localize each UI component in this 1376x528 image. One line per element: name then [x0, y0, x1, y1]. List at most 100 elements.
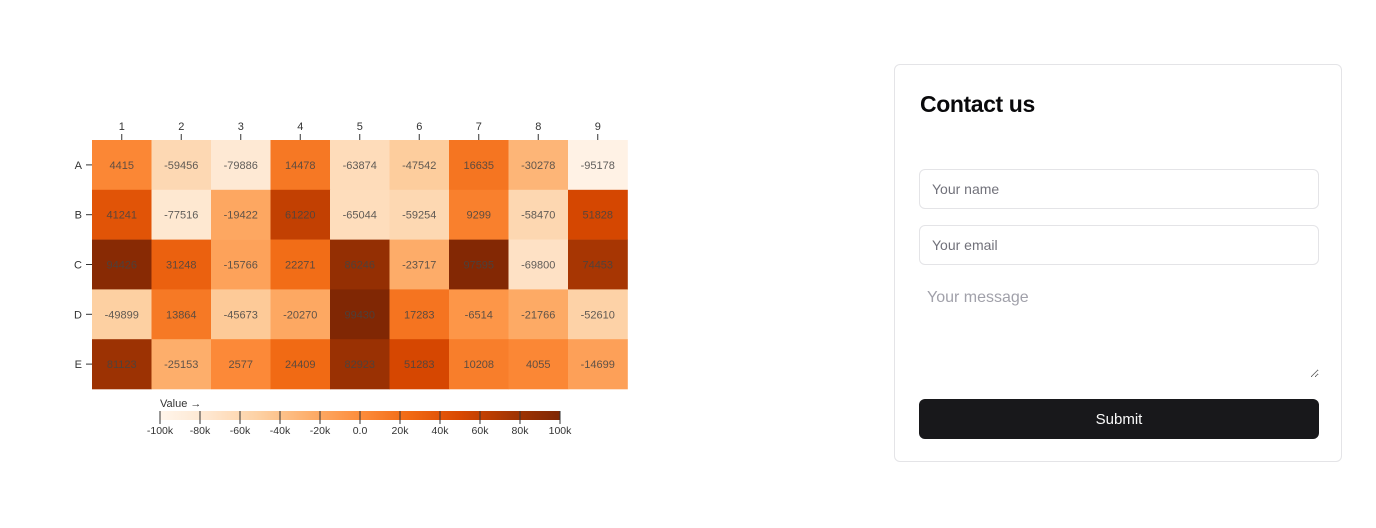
heatmap-chart: 4415 -59456 -79886 14478 -63874 -47542 16635 -3…	[74, 121, 628, 437]
heatmap-cell	[568, 339, 628, 390]
heatmap-cell	[330, 140, 390, 191]
cell-label: 4055	[526, 359, 550, 371]
heatmap-cell	[92, 189, 152, 240]
y-tick-label: E	[75, 359, 82, 371]
submit-button[interactable]: Submit	[919, 399, 1319, 439]
cell-label: -59254	[402, 210, 436, 222]
x-tick-label: 9	[595, 121, 601, 133]
cell-label: 13864	[166, 309, 197, 321]
heatmap-cell	[568, 289, 628, 340]
cell-label: 2577	[229, 359, 253, 371]
cell-label: -45673	[224, 309, 258, 321]
legend-tick-label: 80k	[512, 425, 530, 437]
heatmap-cell	[270, 140, 331, 191]
color-legend-title: Value →	[160, 398, 201, 410]
cell-label: -52610	[581, 309, 615, 321]
cell-label: -23717	[402, 260, 436, 272]
heatmap-cell	[449, 140, 509, 191]
heatmap-cell	[508, 189, 569, 240]
heatmap-cell	[449, 339, 509, 390]
heatmap-cell	[449, 189, 509, 240]
cell-label: 74453	[582, 260, 613, 272]
heatmap-cell	[508, 339, 569, 390]
cell-label: 82923	[344, 359, 375, 371]
heatmap-cell	[270, 339, 331, 390]
name-input[interactable]	[919, 169, 1319, 209]
cell-label: 22271	[285, 260, 316, 272]
cell-label: -58470	[521, 210, 555, 222]
x-tick-label: 5	[357, 121, 363, 133]
cell-label: -21766	[521, 309, 555, 321]
cell-label: 31248	[166, 260, 197, 272]
heatmap-cell	[330, 189, 390, 240]
x-tick-label: 1	[119, 121, 125, 133]
cell-label: -59456	[164, 160, 198, 172]
cell-label: -69800	[521, 260, 555, 272]
heatmap-cell	[389, 239, 450, 290]
heatmap-cell	[151, 239, 212, 290]
cell-label: 81123	[107, 359, 137, 371]
cell-label: -19422	[224, 210, 258, 222]
cell-label: -47542	[402, 160, 436, 172]
heatmap-cell	[449, 239, 509, 290]
heatmap-cell	[92, 339, 152, 390]
heatmap-cell	[389, 189, 450, 240]
x-tick-label: 7	[476, 121, 482, 133]
x-tick-label: 8	[535, 121, 541, 133]
legend-tick-label: -60k	[230, 425, 251, 437]
legend-tick-label: 60k	[472, 425, 490, 437]
cell-label: -15766	[224, 260, 258, 272]
legend-tick-label: 0.0	[353, 425, 368, 437]
x-tick-label: 6	[416, 121, 422, 133]
contact-title: Contact us	[920, 91, 1035, 117]
legend-tick-label: 100k	[549, 425, 573, 437]
contact-form: Contact us Submit	[894, 64, 1342, 462]
heatmap-cell	[211, 140, 271, 191]
cell-label: -49899	[105, 309, 139, 321]
cell-label: -20270	[283, 309, 317, 321]
y-tick-label: B	[75, 210, 82, 222]
heatmap-cell	[508, 289, 569, 340]
heatmap-cell	[211, 339, 271, 390]
heatmap-cell	[449, 289, 509, 340]
heatmap-cell	[211, 239, 271, 290]
cell-label: 24409	[285, 359, 316, 371]
heatmap-cell	[270, 239, 331, 290]
cell-label: 41241	[106, 210, 137, 222]
cell-label: -65044	[343, 210, 377, 222]
legend-tick-label: -80k	[190, 425, 211, 437]
cell-label: 99430	[344, 309, 375, 321]
legend-tick-label: 40k	[432, 425, 450, 437]
cell-label: -25153	[164, 359, 198, 371]
cell-label: 51283	[404, 359, 435, 371]
y-tick-label: A	[75, 160, 83, 172]
legend-tick-label: -100k	[147, 425, 174, 437]
cell-label: -14699	[581, 359, 615, 371]
heatmap-cell	[330, 339, 390, 390]
heatmap-cell	[151, 140, 212, 191]
cell-label: 51828	[582, 210, 613, 222]
cell-label: -95178	[581, 160, 615, 172]
cell-label: 10208	[463, 359, 494, 371]
heatmap-cell	[151, 189, 212, 240]
heatmap-cell	[568, 140, 628, 191]
cell-label: 94426	[106, 260, 137, 272]
legend-tick-label: 20k	[392, 425, 410, 437]
heatmap-cell	[508, 239, 569, 290]
cell-label: 16635	[463, 160, 494, 172]
heatmap-cell	[389, 140, 450, 191]
y-tick-label: D	[74, 309, 82, 321]
cell-label: 17283	[404, 309, 435, 321]
heatmap-cell	[92, 289, 152, 340]
cell-label: -63874	[343, 160, 377, 172]
x-tick-label: 4	[297, 121, 303, 133]
cell-label: -79886	[224, 160, 258, 172]
message-textarea[interactable]	[919, 281, 1319, 378]
cell-label: 4415	[110, 160, 134, 172]
x-tick-label: 2	[178, 121, 184, 133]
heatmap-cell	[151, 339, 212, 390]
email-input[interactable]	[919, 225, 1319, 265]
heatmap-cell	[568, 239, 628, 290]
heatmap-cell	[330, 239, 390, 290]
heatmap-cell	[508, 140, 569, 191]
